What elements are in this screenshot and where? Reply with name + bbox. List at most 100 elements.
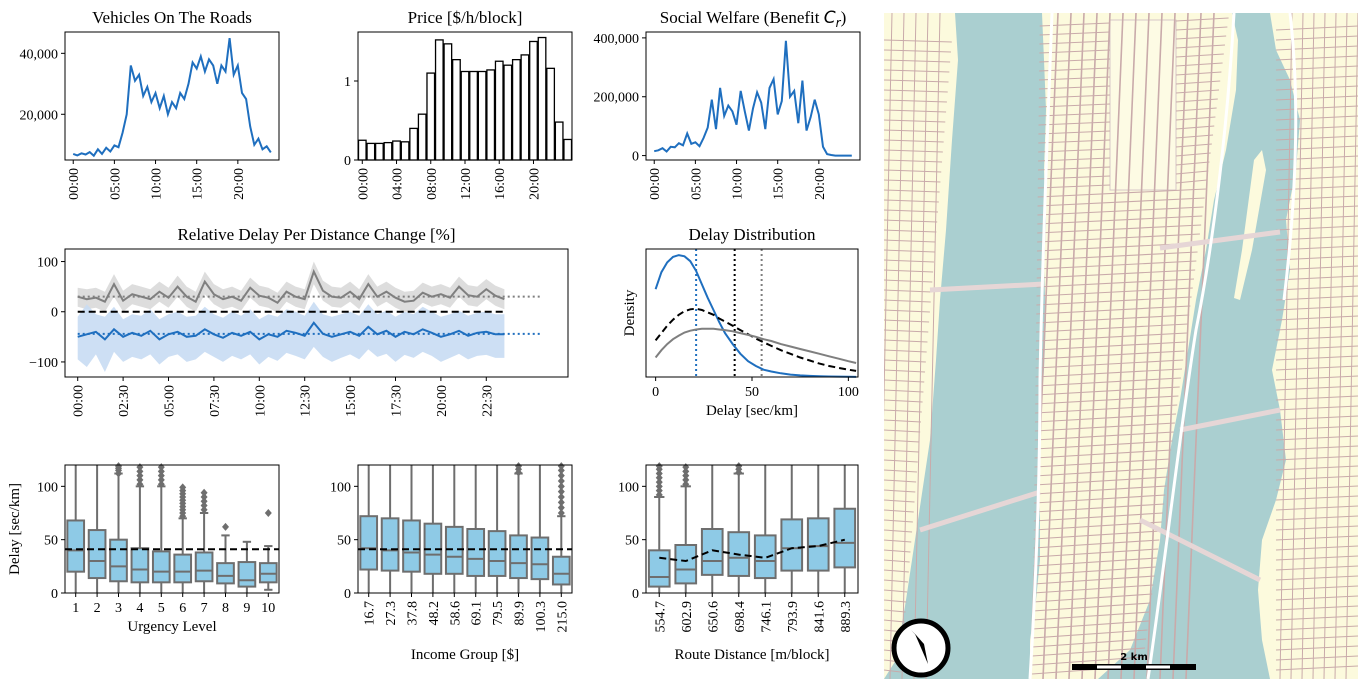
bar — [511, 59, 521, 161]
street — [884, 109, 947, 113]
outlier — [157, 480, 165, 489]
street — [1275, 655, 1358, 661]
bar — [494, 60, 504, 161]
y-tick-label: 50 — [337, 534, 351, 549]
street — [1175, 62, 1223, 67]
street — [1036, 251, 1198, 261]
x-axis-label: Delay [sec/km] — [706, 403, 798, 419]
axes-frame — [64, 464, 280, 594]
outlier — [200, 501, 208, 510]
street — [1032, 611, 1150, 621]
street — [884, 529, 913, 533]
y-tick-label: 100 — [330, 480, 351, 495]
outlier — [157, 467, 165, 476]
street — [1275, 605, 1358, 611]
street — [1275, 285, 1358, 291]
outlier — [655, 486, 663, 495]
street — [1038, 103, 1111, 108]
street — [1275, 35, 1358, 41]
axes-frame — [357, 464, 573, 594]
box — [551, 555, 571, 586]
bar — [529, 40, 538, 161]
street — [884, 499, 915, 503]
bar — [537, 36, 547, 161]
y-axis-label: Density — [622, 289, 638, 336]
outlier — [557, 471, 565, 480]
street — [1275, 575, 1358, 581]
density-curve — [654, 254, 857, 378]
outlier — [682, 467, 690, 476]
street — [1037, 188, 1206, 198]
confidence-band — [77, 261, 505, 313]
x-tick-label: 79.5 — [491, 601, 506, 626]
street — [1175, 53, 1224, 58]
box — [530, 536, 550, 581]
street — [1275, 535, 1358, 541]
bar — [486, 69, 496, 161]
x-tick-label: 100 — [838, 385, 859, 400]
street — [913, 13, 929, 679]
street — [884, 89, 948, 93]
x-tick-label: 100.3 — [534, 601, 549, 633]
street — [1275, 585, 1358, 591]
street — [1290, 13, 1304, 679]
street — [1068, 13, 1098, 679]
street — [1175, 107, 1217, 112]
street — [884, 309, 930, 313]
street — [884, 609, 906, 613]
y-tick-label: 0 — [51, 306, 58, 321]
street — [1185, 13, 1215, 679]
x-tick-label: 04:00 — [391, 168, 406, 200]
outlier — [682, 480, 690, 489]
x-tick-label: 3 — [115, 601, 122, 616]
street — [1034, 494, 1166, 504]
outlier — [655, 469, 663, 478]
street — [1035, 350, 1185, 360]
outlier — [557, 487, 565, 496]
street — [1275, 325, 1358, 331]
street — [1036, 314, 1190, 324]
street — [1334, 13, 1348, 679]
box — [700, 528, 724, 576]
y-tick-label: 50 — [44, 534, 58, 549]
x-tick-label: 2 — [94, 601, 101, 616]
bar — [400, 141, 410, 161]
street — [1175, 152, 1211, 157]
street — [1038, 85, 1111, 90]
bar — [366, 142, 376, 161]
outlier — [655, 462, 663, 471]
street — [884, 249, 935, 253]
box — [151, 550, 171, 584]
street — [1034, 449, 1172, 459]
y-tick-label: 0 — [632, 587, 639, 602]
box — [359, 515, 379, 571]
street — [1275, 545, 1358, 551]
bridges — [919, 229, 1281, 583]
bar — [392, 140, 401, 161]
outlier — [557, 466, 565, 475]
street — [1033, 530, 1161, 540]
street — [1175, 143, 1212, 148]
street — [1345, 13, 1358, 679]
outlier — [157, 471, 165, 480]
x-tick-label: 8 — [222, 601, 229, 616]
street — [1275, 65, 1358, 71]
axes-frame — [645, 31, 861, 161]
bar — [434, 39, 444, 161]
x-tick-label: 48.2 — [427, 601, 442, 626]
bar — [469, 70, 478, 161]
street — [884, 129, 945, 133]
street — [1034, 467, 1169, 477]
street — [1175, 89, 1220, 94]
x-tick-label: 215.0 — [555, 601, 570, 633]
street — [1312, 13, 1326, 679]
confidence-band — [77, 301, 505, 372]
street — [889, 13, 905, 679]
chart-delay-distribution: 0 50 100 Delay [sec/km] Density Delay Distrib… — [622, 225, 859, 419]
box — [833, 507, 857, 569]
x-tick-label: 12:00 — [459, 168, 474, 200]
street — [884, 509, 914, 513]
box — [487, 530, 507, 577]
x-tick-label: 16:00 — [493, 168, 508, 200]
street — [884, 99, 947, 103]
